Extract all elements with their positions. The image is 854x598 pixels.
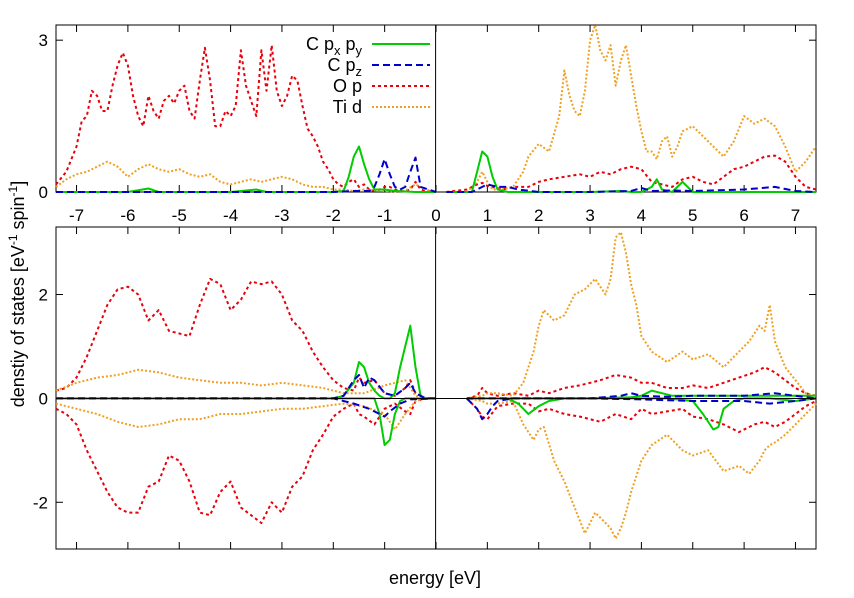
top-series-tid-up-1 xyxy=(55,160,437,193)
x-tick-label-11: 4 xyxy=(637,206,646,225)
bottom-series-op-up-8 xyxy=(466,366,817,400)
legend-label-main: Ti d xyxy=(333,97,362,117)
legend-label-main: C p xyxy=(306,34,334,54)
x-tick-label-2: -5 xyxy=(172,206,187,225)
legend-label-sub: y xyxy=(356,43,363,58)
top-y-tick-label-1: 3 xyxy=(39,31,48,50)
legend-label-cpxpy: C px py xyxy=(306,34,363,58)
legend-label-mid: p xyxy=(340,34,355,54)
bottom-panel-ticks: -2 0 2 xyxy=(33,227,816,549)
x-tick-label-10: 3 xyxy=(585,206,594,225)
top-panel-ticks: 03 xyxy=(39,25,816,202)
bottom-series-tid-down-3 xyxy=(55,397,436,431)
x-tick-label-9: 2 xyxy=(534,206,543,225)
x-tick-labels: -7 -6 -5 -4 -3 -2 -1 0 1 2 3 4 5 6 7 xyxy=(69,206,800,225)
top-series-cpz-up-3 xyxy=(56,156,437,193)
bottom-series-tid-down-11 xyxy=(466,397,817,540)
legend-label-main: C p xyxy=(327,55,355,75)
bottom-series-tid-up-10 xyxy=(466,231,817,400)
x-tick-label-13: 6 xyxy=(739,206,748,225)
y-axis-title-mid: spin xyxy=(8,196,28,234)
bottom-series-cpz-down-7 xyxy=(56,397,437,418)
legend-label-cpz: C pz xyxy=(327,55,362,79)
bottom-series-cpxpy-down-5 xyxy=(56,397,436,447)
x-tick-label-4: -3 xyxy=(274,206,289,225)
top-y-tick-label-0: 0 xyxy=(39,183,48,202)
bottom-y-tick-label-2: 2 xyxy=(39,286,48,305)
x-tick-label-5: -2 xyxy=(326,206,341,225)
bottom-series-op-up-0 xyxy=(55,277,436,400)
y-axis-title-sup1: -1 xyxy=(6,234,20,245)
legend-label-tid: Ti d xyxy=(333,97,362,117)
y-axis-title: denstiy of states [eV-1 spin-1] xyxy=(6,181,28,407)
legend-label-op: O p xyxy=(333,76,362,96)
top-series-tid-up-5 xyxy=(446,24,817,193)
legend: C px pyC pzO pTi d xyxy=(306,34,430,117)
top-series-op-up-4 xyxy=(446,154,817,193)
bottom-series-tid-up-2 xyxy=(55,368,436,400)
x-tick-label-0: -7 xyxy=(69,206,84,225)
top-panel: 03 xyxy=(39,24,817,202)
y-axis-title-base: denstiy of states [eV xyxy=(8,245,28,407)
bottom-y-tick-label-0: -2 xyxy=(33,493,48,512)
top-series-cpz-up-7 xyxy=(446,183,817,193)
bottom-series-op-down-1 xyxy=(55,397,436,524)
bottom-y-tick-label-1: 0 xyxy=(39,389,48,408)
top-series-cpxpy-up-2 xyxy=(56,145,436,193)
x-tick-label-6: -1 xyxy=(377,206,392,225)
x-tick-label-1: -6 xyxy=(120,206,135,225)
bottom-panel: -2 0 2 xyxy=(33,226,817,550)
x-axis-title: energy [eV] xyxy=(389,568,481,588)
top-panel-series xyxy=(55,24,817,193)
bottom-series-cpz-down-15 xyxy=(466,397,817,421)
x-tick-label-8: 1 xyxy=(483,206,492,225)
x-tick-label-12: 5 xyxy=(688,206,697,225)
top-series-op-up-0 xyxy=(55,44,437,193)
y-axis-title-end: ] xyxy=(8,181,28,186)
y-axis-title-sup2: -1 xyxy=(6,185,20,196)
bottom-series-op-down-9 xyxy=(466,397,817,434)
legend-label-main: O p xyxy=(333,76,362,96)
x-tick-label-7: 0 xyxy=(431,206,440,225)
x-tick-label-14: 7 xyxy=(791,206,800,225)
x-tick-label-3: -4 xyxy=(223,206,238,225)
bottom-series-cpz-up-6 xyxy=(56,374,436,400)
legend-label-sub: z xyxy=(356,64,363,79)
legend-label-sub: x xyxy=(334,43,341,58)
